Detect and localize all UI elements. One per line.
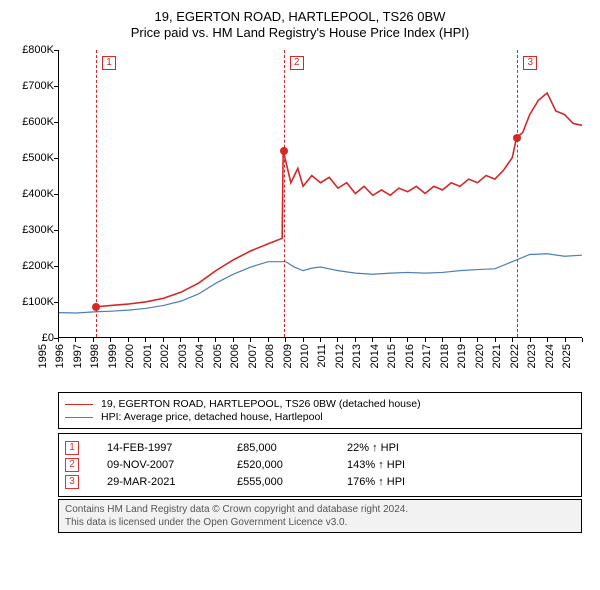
sales-row-date: 09-NOV-2007: [107, 459, 237, 471]
series-line-price_paid: [96, 93, 582, 306]
sales-row-pct: 143% ↑ HPI: [347, 459, 575, 471]
title-subtitle: Price paid vs. HM Land Registry's House …: [10, 25, 590, 40]
sales-row-num-box: 3: [65, 475, 79, 489]
x-axis-tick-mark: [530, 338, 531, 342]
x-axis-tick-mark: [128, 338, 129, 342]
sales-table: 1 14-FEB-1997£85,00022% ↑ HPI 2 09-NOV-2007…: [58, 433, 582, 497]
y-axis-tick-mark: [54, 230, 58, 231]
x-axis-tick-mark: [285, 338, 286, 342]
sales-row-pct: 22% ↑ HPI: [347, 442, 575, 454]
y-axis-tick-label: £300K: [10, 224, 54, 236]
plot-region: 1 2 3: [58, 50, 582, 338]
x-axis-tick-mark: [110, 338, 111, 342]
y-axis-tick-label: £700K: [10, 80, 54, 92]
event-vline: [517, 50, 518, 337]
y-axis-tick-label: £0: [10, 332, 54, 344]
event-data-point: [513, 134, 521, 142]
x-axis-tick-mark: [303, 338, 304, 342]
legend-item: HPI: Average price, detached house, Hart…: [65, 411, 575, 423]
x-axis-tick-mark: [268, 338, 269, 342]
sales-row: 2 09-NOV-2007£520,000143% ↑ HPI: [65, 458, 575, 472]
y-axis-tick-label: £800K: [10, 44, 54, 56]
y-axis-tick-label: £400K: [10, 188, 54, 200]
event-vline: [284, 50, 285, 337]
y-axis-tick-mark: [54, 266, 58, 267]
legend-swatch: [65, 417, 93, 418]
chart-container: 19, EGERTON ROAD, HARTLEPOOL, TS26 0BW P…: [0, 0, 600, 537]
y-axis-tick-label: £500K: [10, 152, 54, 164]
x-axis-tick-mark: [477, 338, 478, 342]
x-axis-tick-mark: [425, 338, 426, 342]
y-axis-tick-mark: [54, 122, 58, 123]
footer-line-1: Contains HM Land Registry data © Crown c…: [65, 503, 575, 516]
event-marker-box: 3: [523, 56, 537, 70]
legend-item: 19, EGERTON ROAD, HARTLEPOOL, TS26 0BW (…: [65, 398, 575, 410]
chart-svg: [59, 50, 582, 337]
x-axis-tick-label: 2025: [561, 344, 600, 368]
event-vline: [96, 50, 97, 337]
sales-row-price: £85,000: [237, 442, 347, 454]
x-axis-tick-mark: [93, 338, 94, 342]
event-data-point: [92, 303, 100, 311]
x-axis-tick-mark: [75, 338, 76, 342]
legend-label: 19, EGERTON ROAD, HARTLEPOOL, TS26 0BW (…: [101, 398, 421, 410]
y-axis-tick-label: £100K: [10, 296, 54, 308]
event-data-point: [280, 147, 288, 155]
x-axis-tick-mark: [547, 338, 548, 342]
footer-line-2: This data is licensed under the Open Gov…: [65, 516, 575, 529]
x-axis-tick-mark: [198, 338, 199, 342]
chart-area: 1 2 3 £0 £100K £200K £300K £400K £500K £600K £700…: [10, 46, 590, 386]
x-axis-tick-mark: [495, 338, 496, 342]
x-axis-tick-mark: [180, 338, 181, 342]
event-marker-box: 2: [290, 56, 304, 70]
legend: 19, EGERTON ROAD, HARTLEPOOL, TS26 0BW (…: [58, 392, 582, 429]
y-axis-tick-mark: [54, 86, 58, 87]
y-axis-tick-label: £200K: [10, 260, 54, 272]
y-axis-tick-mark: [54, 158, 58, 159]
sales-row-date: 29-MAR-2021: [107, 476, 237, 488]
x-axis-tick-mark: [250, 338, 251, 342]
x-axis-tick-mark: [215, 338, 216, 342]
x-axis-tick-mark: [145, 338, 146, 342]
legend-swatch: [65, 404, 93, 405]
sales-row-date: 14-FEB-1997: [107, 442, 237, 454]
title-address: 19, EGERTON ROAD, HARTLEPOOL, TS26 0BW: [10, 9, 590, 24]
y-axis-tick-mark: [54, 50, 58, 51]
y-axis-tick-mark: [54, 194, 58, 195]
x-axis-tick-mark: [337, 338, 338, 342]
x-axis-tick-mark: [320, 338, 321, 342]
y-axis-tick-mark: [54, 302, 58, 303]
x-axis-tick-mark: [442, 338, 443, 342]
x-axis-tick-mark: [372, 338, 373, 342]
x-axis-tick-mark: [233, 338, 234, 342]
x-axis-tick-mark: [460, 338, 461, 342]
x-axis-tick-mark: [163, 338, 164, 342]
sales-row-price: £520,000: [237, 459, 347, 471]
x-axis-tick-mark: [582, 338, 583, 342]
sales-row-num-box: 1: [65, 441, 79, 455]
series-line-hpi: [59, 254, 582, 313]
x-axis-tick-mark: [58, 338, 59, 342]
x-axis-tick-mark: [355, 338, 356, 342]
sales-row: 3 29-MAR-2021£555,000176% ↑ HPI: [65, 475, 575, 489]
sales-row-pct: 176% ↑ HPI: [347, 476, 575, 488]
event-marker-box: 1: [102, 56, 116, 70]
footer-attribution: Contains HM Land Registry data © Crown c…: [58, 499, 582, 533]
x-axis-tick-mark: [407, 338, 408, 342]
x-axis-tick-mark: [565, 338, 566, 342]
sales-row-price: £555,000: [237, 476, 347, 488]
sales-row-num-box: 2: [65, 458, 79, 472]
x-axis-tick-mark: [390, 338, 391, 342]
sales-row: 1 14-FEB-1997£85,00022% ↑ HPI: [65, 441, 575, 455]
x-axis-tick-mark: [512, 338, 513, 342]
y-axis-tick-label: £600K: [10, 116, 54, 128]
legend-label: HPI: Average price, detached house, Hart…: [101, 411, 323, 423]
title-block: 19, EGERTON ROAD, HARTLEPOOL, TS26 0BW P…: [10, 9, 590, 40]
